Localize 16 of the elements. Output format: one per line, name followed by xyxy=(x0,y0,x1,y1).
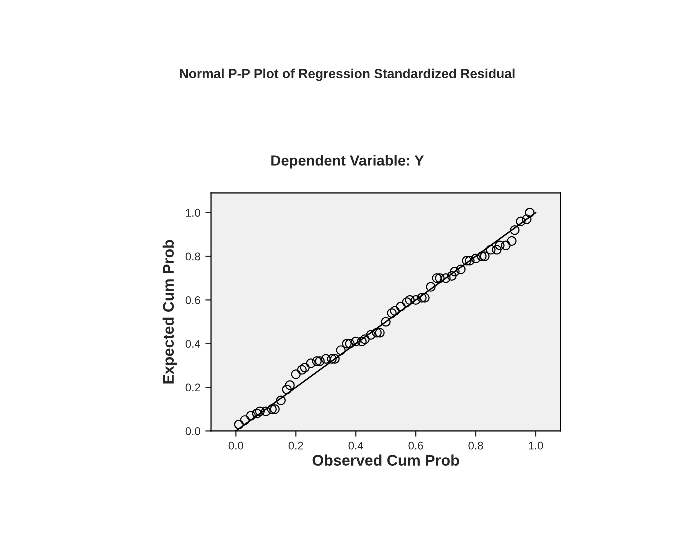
y-tick-label: 0.4 xyxy=(186,340,201,348)
x-tick-label: 1.0 xyxy=(529,442,544,450)
x-tick-label: 0.6 xyxy=(408,442,424,450)
x-axis-title: Observed Cum Prob xyxy=(312,454,460,466)
x-tick-label: 0.4 xyxy=(348,442,364,450)
y-tick-label: 0.8 xyxy=(186,252,200,261)
y-axis-title: Expected Cum Prob xyxy=(162,240,178,384)
y-tick-label: 0.0 xyxy=(186,427,200,436)
chart-title: Normal P-P Plot of Regression Standardized Residual xyxy=(180,68,515,82)
x-tick-label: 0.0 xyxy=(228,442,244,450)
x-tick-label: 0.2 xyxy=(288,442,304,450)
y-tick-label: 0.2 xyxy=(186,384,200,392)
y-tick-label: 0.6 xyxy=(186,296,200,304)
y-tick-label: 1.0 xyxy=(186,209,200,217)
chart-subtitle: Dependent Variable: Y xyxy=(272,155,424,169)
x-tick-label: 0.8 xyxy=(468,442,484,450)
